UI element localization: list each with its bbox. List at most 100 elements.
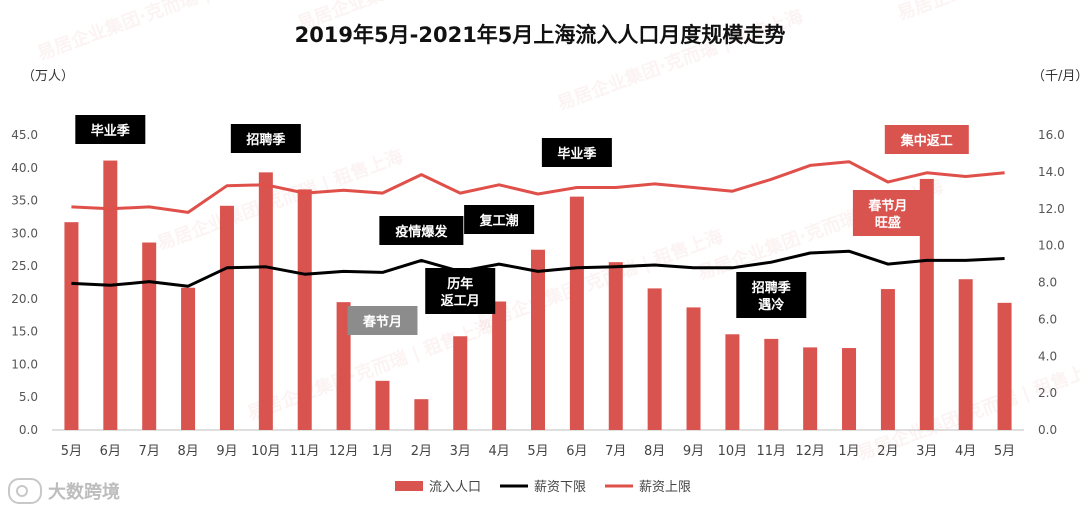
bar-inflow <box>297 189 312 430</box>
bar-inflow <box>842 348 857 430</box>
legend-label: 薪资下限 <box>534 480 586 495</box>
bar-inflow <box>608 262 623 430</box>
annotation-text: 招聘季 <box>246 132 285 148</box>
bar-inflow <box>919 178 934 430</box>
bar-inflow <box>880 289 895 430</box>
right-tick-label: 8.0 <box>1038 276 1057 290</box>
x-tick-label: 4月 <box>488 444 509 459</box>
right-tick-label: 6.0 <box>1038 312 1057 326</box>
left-axis-unit: （万人） <box>22 69 74 84</box>
bar-inflow <box>803 347 818 430</box>
bar-inflow <box>647 288 662 430</box>
annotation-box <box>347 306 418 335</box>
left-tick-label: 20.0 <box>11 292 38 306</box>
right-tick-label: 14.0 <box>1038 165 1065 179</box>
x-tick-label: 2月 <box>877 444 898 459</box>
bar-inflow <box>764 338 779 430</box>
legend-label: 薪资上限 <box>639 480 691 495</box>
brand-text: 大数跨境 <box>48 482 120 503</box>
x-tick-label: 12月 <box>795 444 825 459</box>
x-tick-label: 4月 <box>955 444 976 459</box>
left-tick-label: 25.0 <box>11 259 38 273</box>
right-axis-unit: （千/月） <box>1032 69 1080 84</box>
bar-inflow <box>492 301 507 430</box>
left-tick-label: 30.0 <box>11 226 38 240</box>
left-tick-label: 5.0 <box>19 390 38 404</box>
brand-icon <box>8 478 42 504</box>
bar-inflow <box>725 334 740 430</box>
x-tick-label: 1月 <box>372 444 393 459</box>
x-tick-label: 3月 <box>450 444 471 459</box>
annotation-box <box>541 138 612 167</box>
legend-swatch-bar <box>395 481 423 491</box>
x-tick-label: 10月 <box>251 444 281 459</box>
annotation-box <box>852 190 923 236</box>
annotation-text: 历年 <box>447 276 473 292</box>
annotation-box <box>230 124 301 153</box>
annotation-text: 旺盛 <box>875 215 901 231</box>
right-tick-label: 10.0 <box>1038 239 1065 253</box>
annotation-text: 春节月 <box>362 314 402 330</box>
bar-inflow <box>336 302 351 430</box>
bar-inflow <box>453 336 468 430</box>
bar-inflow <box>997 302 1012 430</box>
right-tick-label: 16.0 <box>1038 128 1065 142</box>
left-tick-label: 0.0 <box>19 423 38 437</box>
bar-inflow <box>686 307 701 430</box>
right-tick-label: 4.0 <box>1038 349 1057 363</box>
x-tick-label: 7月 <box>605 444 626 459</box>
annotation-box <box>884 125 969 154</box>
line-salary-min <box>71 249 1005 288</box>
brand-logo: 大数跨境 <box>8 478 120 504</box>
annotation-box <box>379 216 464 245</box>
bar-inflow <box>64 222 79 430</box>
bar-inflow <box>181 287 196 430</box>
right-tick-label: 12.0 <box>1038 202 1065 216</box>
annotation-box <box>464 205 535 234</box>
x-tick-label: 11月 <box>290 444 320 459</box>
bar-inflow <box>531 249 545 430</box>
right-tick-label: 2.0 <box>1038 386 1057 400</box>
x-tick-label: 5月 <box>994 444 1015 459</box>
bar-inflow <box>142 242 157 430</box>
x-tick-label: 8月 <box>177 444 198 459</box>
annotation-text: 毕业季 <box>557 146 596 162</box>
x-tick-label: 1月 <box>838 444 859 459</box>
left-tick-label: 40.0 <box>11 161 38 175</box>
annotation-box <box>425 268 496 314</box>
right-tick-label: 0.0 <box>1038 423 1057 437</box>
bar-inflow <box>958 279 973 430</box>
x-tick-label: 9月 <box>683 444 704 459</box>
chart-title: 2019年5月-2021年5月上海流入人口月度规模走势 <box>295 23 786 47</box>
bar-inflow <box>375 380 390 430</box>
annotation-text: 春节月 <box>867 198 907 214</box>
line-salary-max <box>71 160 1005 214</box>
x-tick-label: 6月 <box>566 444 587 459</box>
x-tick-label: 12月 <box>329 444 359 459</box>
watermark-text-7: 易居企业集团·克而瑞 | 租售上海 <box>894 0 1080 25</box>
annotation-text: 疫情爆发 <box>395 224 448 240</box>
x-tick-label: 11月 <box>757 444 787 459</box>
watermark-text-0: 易居企业集团·克而瑞 | 租售上海 <box>34 0 286 65</box>
left-tick-label: 45.0 <box>11 128 38 142</box>
x-tick-label: 3月 <box>916 444 937 459</box>
annotation-text: 招聘季 <box>752 280 791 296</box>
left-tick-label: 15.0 <box>11 325 38 339</box>
left-tick-label: 35.0 <box>11 194 38 208</box>
x-tick-label: 5月 <box>527 444 548 459</box>
annotation-text: 毕业季 <box>91 123 130 139</box>
left-tick-label: 10.0 <box>11 357 38 371</box>
x-tick-label: 9月 <box>216 444 237 459</box>
watermark-text-3: 易居企业集团·克而瑞 | 租售上海 <box>154 145 406 255</box>
watermark-text-2: 易居企业集团·克而瑞 | 租售上海 <box>554 5 806 115</box>
x-tick-label: 8月 <box>644 444 665 459</box>
annotation-text: 遇冷 <box>758 297 784 313</box>
bar-inflow <box>103 160 118 431</box>
bar-inflow <box>414 399 429 430</box>
x-tick-label: 5月 <box>61 444 82 459</box>
annotation-box <box>736 272 807 318</box>
bar-inflow <box>569 196 584 430</box>
annotation-text: 复工潮 <box>479 213 519 229</box>
x-tick-label: 2月 <box>411 444 432 459</box>
